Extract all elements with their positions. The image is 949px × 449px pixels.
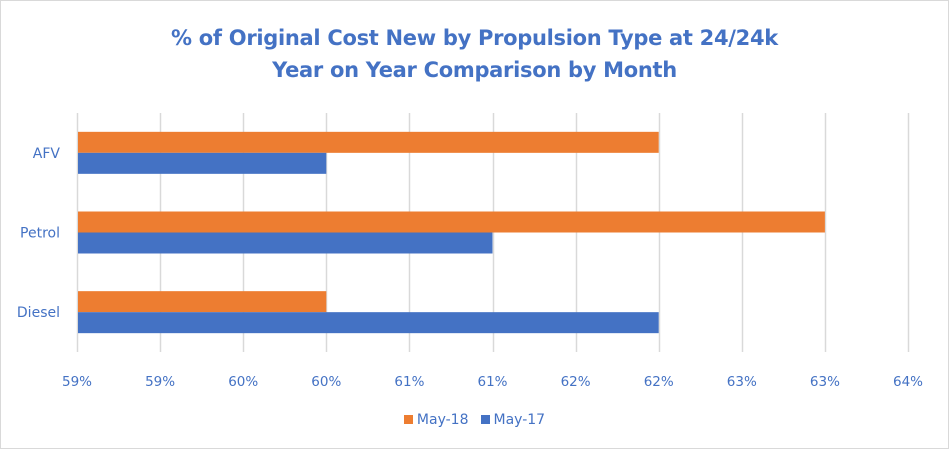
x-tick-label: 62%	[644, 374, 674, 390]
x-tick-label: 63%	[810, 374, 840, 390]
bar-diesel-may-17	[78, 312, 659, 334]
x-tick-label: 61%	[477, 374, 507, 390]
chart-title-block: % of Original Cost New by Propulsion Typ…	[0, 22, 949, 86]
x-tick-labels: 59% 59% 60% 60% 61% 61% 62% 62% 63% 63% 64%	[62, 374, 923, 390]
bar-diesel-may-18	[78, 291, 327, 313]
legend-label: May-18	[416, 412, 469, 428]
category-label-diesel: Diesel	[17, 305, 60, 321]
x-tick-label: 62%	[561, 374, 591, 390]
x-tick-label: 63%	[727, 374, 757, 390]
x-tick-label: 64%	[893, 374, 923, 390]
x-tick-label: 61%	[394, 374, 424, 390]
legend: May-18 May-17	[0, 412, 949, 428]
bar-petrol-may-18	[78, 211, 825, 233]
legend-item-may-18: May-18	[403, 412, 469, 428]
category-labels: AFV Petrol Diesel	[17, 146, 61, 321]
bars	[78, 131, 825, 334]
x-tick-label: 60%	[228, 374, 258, 390]
x-tick-label: 60%	[311, 374, 341, 390]
legend-label: May-17	[493, 412, 546, 428]
bar-afv-may-18	[78, 131, 659, 153]
bar-petrol-may-17	[78, 232, 493, 254]
x-tick-label: 59%	[62, 374, 92, 390]
chart-subtitle: Year on Year Comparison by Month	[272, 58, 677, 82]
category-label-afv: AFV	[33, 146, 61, 162]
legend-item-may-17: May-17	[480, 412, 546, 428]
legend-swatch	[480, 415, 490, 424]
category-label-petrol: Petrol	[20, 226, 60, 242]
x-tick-label: 59%	[145, 374, 175, 390]
legend-swatch	[403, 415, 413, 424]
chart-title: % of Original Cost New by Propulsion Typ…	[171, 26, 778, 50]
bar-afv-may-17	[78, 152, 327, 174]
